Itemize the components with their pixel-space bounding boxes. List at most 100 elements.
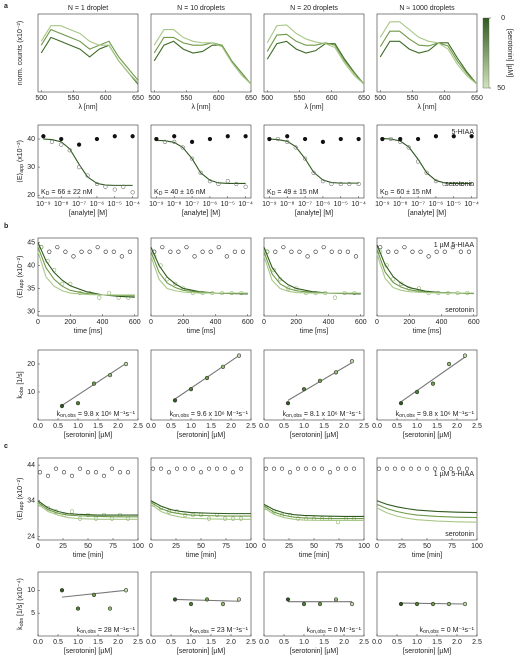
data-point	[166, 470, 172, 475]
data-point	[303, 466, 309, 471]
y-tick-label: 20	[27, 361, 35, 368]
x-axis-label: time [ms]	[74, 328, 102, 335]
x-tick-label: 10⁻⁴	[464, 201, 479, 208]
x-axis-label: [analyte] [M]	[408, 210, 446, 217]
y-axis-label: ⟨E⟩app (x10⁻²)	[16, 140, 26, 183]
plot-frame	[150, 571, 252, 637]
x-tick-label: 10⁻⁷	[185, 201, 199, 208]
y-axis-label: ⟨E⟩app (x10⁻²)	[16, 256, 26, 299]
data-point	[37, 470, 43, 475]
data-point	[319, 466, 325, 471]
y-axis-label: norm. counts (x10⁻²)	[17, 21, 24, 85]
data-point	[234, 181, 239, 187]
data-point	[380, 136, 385, 142]
data-point	[180, 145, 185, 150]
data-point	[222, 466, 228, 471]
data-point	[333, 370, 339, 375]
annotation: KD = 49 ± 15 nM	[267, 189, 319, 198]
colorbar-tick-label: 50	[497, 85, 505, 92]
plot-frame	[263, 571, 365, 637]
annotation: kon,obs = 0 M⁻¹s⁻¹	[420, 627, 475, 636]
x-tick-label: 0.0	[372, 423, 382, 430]
data-point	[85, 173, 90, 178]
x-tick-label: 550	[294, 95, 306, 102]
annotation: KD = 40 ± 16 nM	[154, 189, 206, 198]
y-axis-label-sub: app	[19, 279, 25, 288]
data-point	[162, 139, 167, 144]
x-tick-label: 1.5	[319, 639, 329, 646]
data-point	[273, 249, 278, 254]
plot-frame	[376, 349, 478, 421]
series-line	[37, 251, 135, 296]
data-point	[168, 249, 173, 254]
annotation-rest: = 49 ± 15 nM	[275, 189, 318, 196]
x-tick-label: 550	[407, 95, 419, 102]
series-line	[40, 36, 139, 85]
data-point	[275, 136, 280, 142]
x-tick-label: 10⁻⁷	[72, 201, 86, 208]
y-axis-label-sub: obs	[19, 618, 25, 627]
x-tick-label: 600	[129, 319, 141, 326]
data-point	[150, 466, 156, 471]
annotation: KD = 60 ± 15 nM	[380, 189, 432, 198]
series-line	[37, 502, 138, 518]
data-point	[160, 245, 165, 250]
x-tick-label: 0.0	[372, 639, 382, 646]
x-tick-label: 650	[132, 95, 144, 102]
annotation: KD = 66 ± 22 nM	[41, 189, 93, 198]
panel-label: c	[4, 443, 8, 450]
annotation-rest: = 8.1 x 10⁶ M⁻¹s⁻¹	[302, 411, 362, 418]
y-tick-label: 24	[27, 533, 35, 540]
data-point	[49, 139, 54, 144]
colorbar	[482, 17, 490, 89]
data-point	[285, 401, 291, 406]
x-axis-label: [analyte] [M]	[69, 210, 107, 217]
data-point	[123, 361, 129, 367]
x-tick-label: 10⁻⁷	[411, 201, 425, 208]
x-tick-label: 500	[261, 95, 273, 102]
x-tick-label: 2.0	[113, 423, 123, 430]
series-line	[269, 138, 359, 184]
data-point	[59, 142, 64, 147]
y-axis-label-sub: obs	[19, 386, 25, 395]
data-point	[154, 136, 159, 142]
data-point	[434, 249, 439, 254]
x-tick-label: 2.0	[452, 423, 462, 430]
annotation-main: k	[396, 411, 400, 418]
y-tick-label: 40	[27, 136, 35, 143]
x-tick-label: 0.0	[146, 639, 156, 646]
data-point	[297, 249, 302, 254]
data-point	[71, 254, 76, 259]
x-tick-label: 1.5	[93, 423, 103, 430]
x-tick-label: 25	[59, 543, 67, 550]
x-tick-label: 550	[181, 95, 193, 102]
x-axis-label: time [min]	[186, 552, 216, 559]
data-point	[222, 516, 228, 521]
x-tick-label: 2.5	[246, 423, 256, 430]
data-point	[398, 401, 404, 406]
data-point	[337, 249, 342, 254]
x-tick-label: 0	[262, 319, 266, 326]
x-tick-label: 0	[375, 319, 379, 326]
x-tick-label: 2.5	[359, 423, 369, 430]
data-point	[109, 466, 115, 471]
data-point	[285, 597, 291, 602]
x-tick-label: 0	[36, 543, 40, 550]
data-point	[338, 136, 343, 142]
data-point	[432, 466, 438, 471]
data-point	[208, 249, 213, 254]
annotation-sub: on,obs	[193, 629, 209, 635]
plot-frame	[37, 124, 139, 199]
annotation-rest: = 66 ± 22 nM	[49, 189, 92, 196]
x-tick-label: 600	[355, 319, 367, 326]
data-point	[63, 249, 68, 254]
data-point	[158, 466, 164, 471]
x-tick-label: 100	[132, 543, 144, 550]
data-point	[232, 249, 237, 254]
annotation: serotonin	[445, 531, 474, 538]
data-point	[94, 181, 100, 187]
data-point	[289, 249, 294, 254]
data-point	[353, 254, 359, 259]
data-point	[172, 398, 178, 403]
series-line	[382, 137, 472, 184]
